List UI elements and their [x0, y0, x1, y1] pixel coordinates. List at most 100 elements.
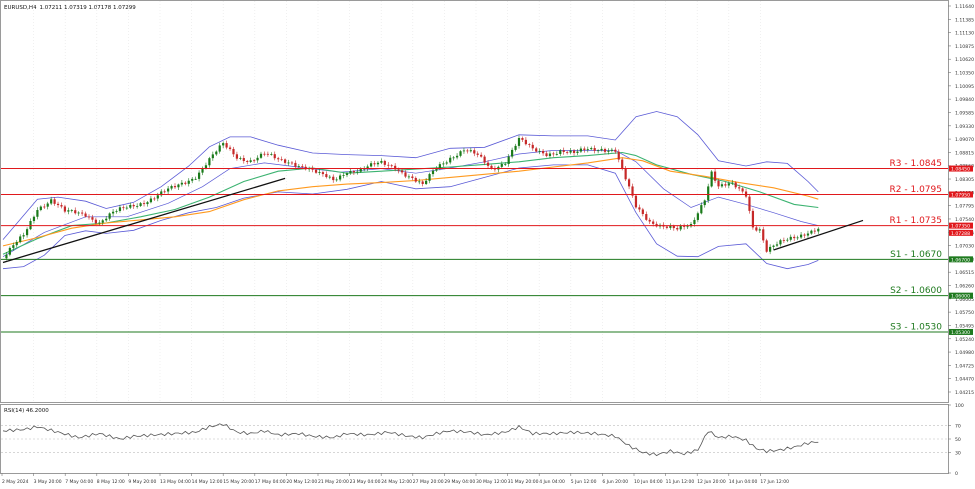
rsi-series [2, 423, 819, 457]
ohlc-values: 1.07211 1.07319 1.07178 1.07299 [39, 5, 136, 11]
candle-bearish [641, 209, 644, 215]
candle-bullish [438, 164, 441, 169]
time-tick-label: 2 May 2024 [2, 479, 29, 485]
time-axis: 2 May 2024 3 May 20:00 7 May 04:00 8 May 12… [1, 473, 789, 485]
candle-bearish [173, 186, 177, 188]
level-price-tag-box [949, 328, 973, 335]
candle-bullish [779, 240, 782, 245]
candle-bearish [713, 171, 717, 181]
candle-bullish [211, 154, 214, 159]
candle-bullish [239, 158, 242, 159]
candle-bearish [225, 143, 228, 148]
time-tick-label: 21 May 20:00 [318, 479, 349, 485]
candle-bullish [335, 179, 338, 181]
time-tick-label: 8 May 12:00 [97, 479, 125, 485]
candle-bearish [81, 212, 84, 214]
candle-bullish [810, 230, 813, 234]
level-price-tag-box [949, 292, 973, 299]
candle-bullish [707, 186, 710, 201]
candle-bullish [686, 226, 689, 228]
candle-bullish [249, 160, 252, 162]
candle-bullish [720, 184, 724, 187]
candle-bullish [170, 186, 173, 189]
candle-bullish [187, 180, 190, 184]
candle-bullish [19, 236, 22, 243]
candle-bearish [552, 153, 555, 155]
candle-bullish [511, 149, 514, 157]
candle-bullish [256, 157, 259, 161]
candle-bearish [301, 166, 304, 167]
candle-bullish [799, 234, 803, 238]
price-tick-label: 1.11640 [955, 4, 974, 10]
candle-bullish [345, 173, 349, 176]
candle-bullish [101, 220, 104, 223]
candle-bearish [473, 150, 476, 154]
price-tick-label: 1.07540 [955, 217, 974, 223]
level-price-tag-box [949, 256, 973, 263]
candle-bullish [507, 156, 510, 164]
candle-bearish [531, 144, 534, 149]
candle-bearish [60, 205, 63, 207]
candle-bearish [566, 151, 569, 153]
candle-bullish [204, 165, 208, 169]
candle-bullish [696, 213, 699, 220]
candle-bullish [514, 145, 517, 150]
candle-bearish [614, 149, 617, 152]
candle-bearish [290, 162, 294, 164]
price-tick-label: 1.09070 [955, 137, 974, 143]
candle-bearish [738, 187, 741, 189]
candle-bullish [607, 150, 610, 152]
candle-bearish [232, 148, 235, 155]
candle-bullish [459, 151, 462, 156]
candle-bullish [5, 254, 8, 259]
candle-bullish [769, 246, 772, 252]
candle-bullish [576, 151, 579, 153]
time-tick-label: 12 Jun 20:00 [697, 479, 726, 485]
candle-bullish [156, 195, 159, 199]
main-panel: EURUSD,H4 1.07211 1.07319 1.07178 1.07299… [0, 0, 949, 403]
candle-bearish [390, 165, 393, 167]
rsi-levels [1, 425, 948, 453]
price-axis: 1.11640 1.11385 1.11130 1.10875 1.10620 1.103… [948, 4, 974, 396]
bollinger-upper-band [2, 111, 819, 240]
candle-bearish [617, 151, 620, 160]
candle-bullish [149, 198, 153, 203]
candle-bullish [201, 168, 204, 173]
rsi-title: RSI(14) 46.2000 [4, 408, 49, 414]
candle-bullish [796, 237, 799, 239]
candle-bullish [538, 150, 541, 152]
candle-bullish [442, 163, 445, 165]
time-tick-label: 15 May 20:00 [223, 479, 254, 485]
candle-bullish [77, 212, 80, 214]
candle-bullish [339, 175, 342, 180]
candle-bearish [404, 172, 407, 177]
candle-bearish [490, 165, 493, 169]
candle-bearish [476, 153, 479, 155]
candle-bullish [218, 145, 221, 152]
candle-bearish [91, 217, 94, 220]
time-tick-label: 29 May 04:00 [444, 479, 475, 485]
candle-bearish [311, 168, 314, 170]
time-tick-label: 13 May 04:00 [160, 479, 191, 485]
candle-bullish [111, 211, 115, 214]
candle-bullish [259, 153, 263, 158]
candle-bearish [762, 229, 765, 241]
candle-bearish [717, 180, 720, 187]
candle-bullish [517, 137, 521, 146]
candle-bearish [648, 219, 651, 222]
candle-bearish [94, 219, 97, 224]
main-grid [33, 1, 761, 402]
candle-bullish [817, 228, 820, 232]
candle-bullish [167, 188, 170, 192]
price-tick-label: 1.08305 [955, 177, 974, 183]
candle-bullish [177, 184, 180, 188]
candle-bullish [160, 191, 163, 196]
price-tick-label: 1.09840 [955, 97, 974, 103]
price-tick-label: 1.05495 [955, 323, 974, 329]
rsi-tick-label: 100 [955, 403, 964, 409]
current-price-tag: 1.07288 [951, 231, 970, 237]
candle-bullish [369, 163, 373, 167]
candle-bearish [325, 174, 328, 178]
candle-bearish [321, 172, 325, 175]
